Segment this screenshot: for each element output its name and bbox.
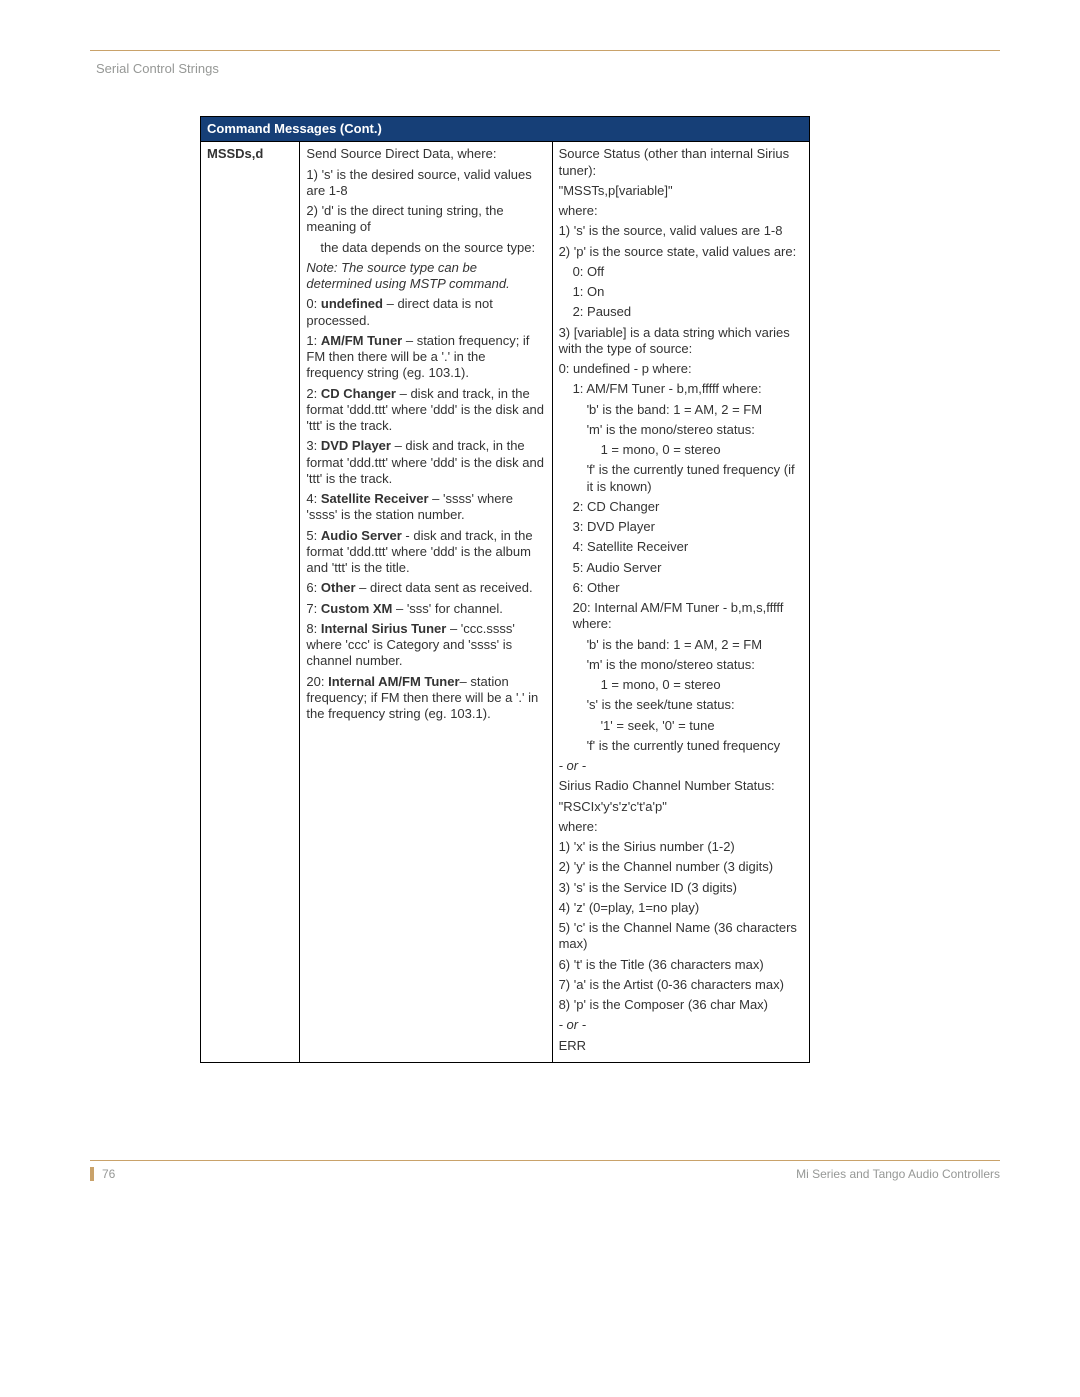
page-footer: 76 Mi Series and Tango Audio Controllers — [90, 1160, 1000, 1181]
page-number: 76 — [90, 1167, 115, 1181]
command-response: Source Status (other than internal Siriu… — [552, 142, 809, 1063]
command-name: MSSDs,d — [201, 142, 300, 1063]
command-table: Command Messages (Cont.) MSSDs,d Send So… — [200, 116, 810, 1063]
section-title: Serial Control Strings — [96, 61, 1000, 76]
table-row: MSSDs,d Send Source Direct Data, where: … — [201, 142, 810, 1063]
book-title: Mi Series and Tango Audio Controllers — [796, 1167, 1000, 1181]
command-description: Send Source Direct Data, where: 1) 's' i… — [300, 142, 552, 1063]
page-content: Serial Control Strings Command Messages … — [90, 50, 1000, 1063]
table-header: Command Messages (Cont.) — [201, 117, 810, 142]
